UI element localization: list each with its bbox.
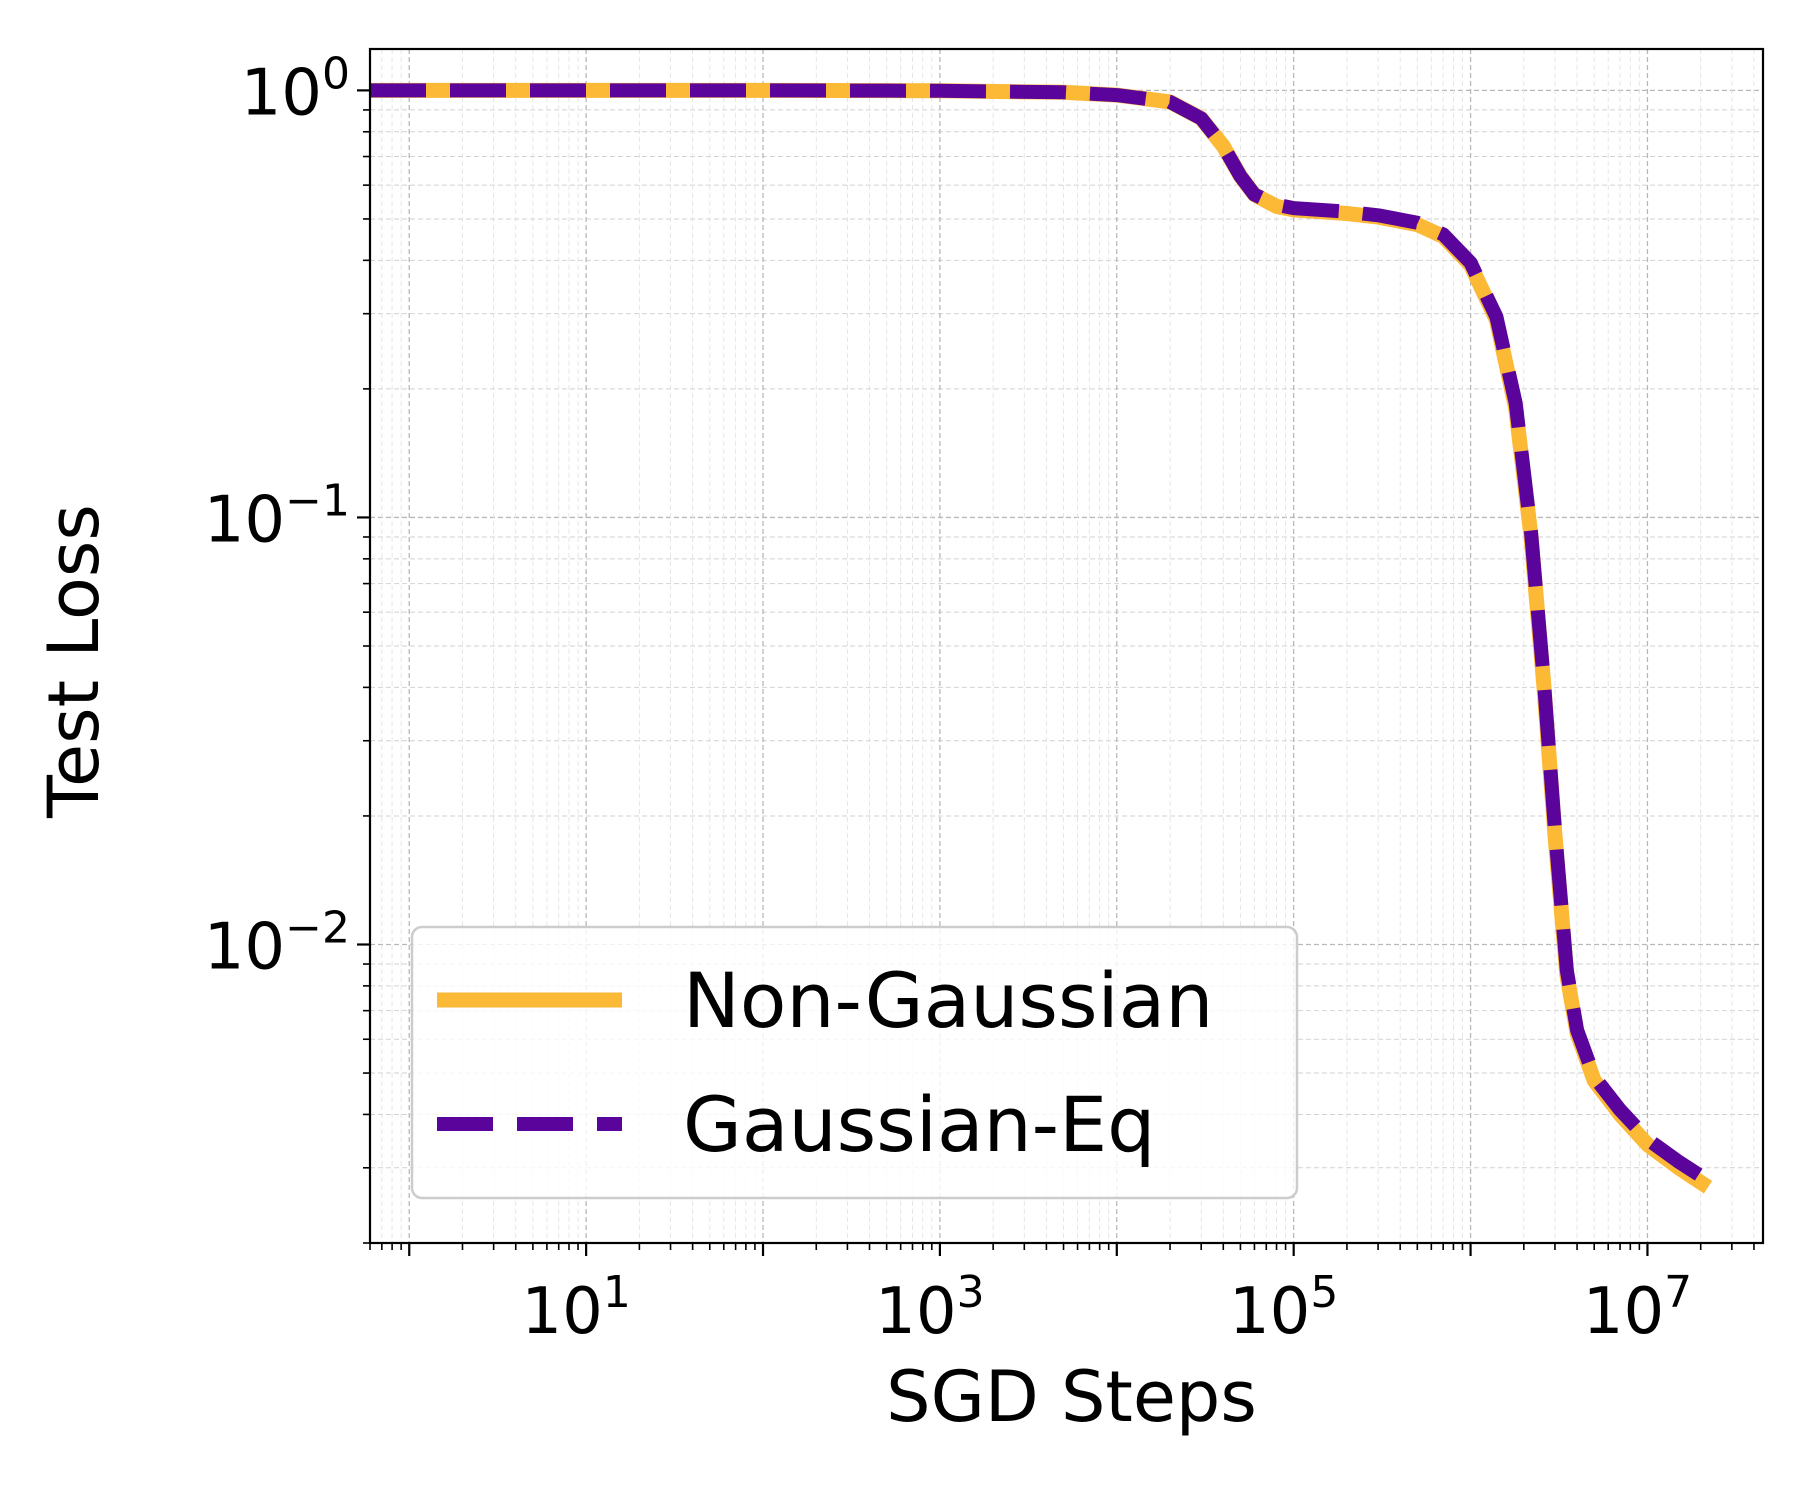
y-tick-label: 100 (241, 48, 350, 130)
legend-label-1: Non-Gaussian (683, 956, 1213, 1045)
legend-box (410, 925, 1299, 1200)
y-axis-label: Test Loss (33, 504, 115, 819)
y-tick-label: 10−1 (204, 475, 350, 557)
x-tick-label: 105 (1229, 1267, 1338, 1349)
series-line-2 (370, 83, 1712, 1187)
series-layer (370, 82, 1713, 1194)
x-tick-label: 107 (1583, 1267, 1692, 1349)
legend-label-2: Gaussian-Eq (683, 1080, 1155, 1169)
x-tick-label: 101 (521, 1267, 630, 1349)
x-axis-label: SGD Steps (886, 1356, 1257, 1438)
legend: Non-Gaussian Gaussian-Eq (410, 925, 1299, 1200)
x-tick-label: 103 (875, 1267, 984, 1349)
tick-layer: 101 103 105 107 100 10−1 10−2 (204, 48, 1755, 1349)
y-tick-label: 10−2 (204, 903, 350, 985)
